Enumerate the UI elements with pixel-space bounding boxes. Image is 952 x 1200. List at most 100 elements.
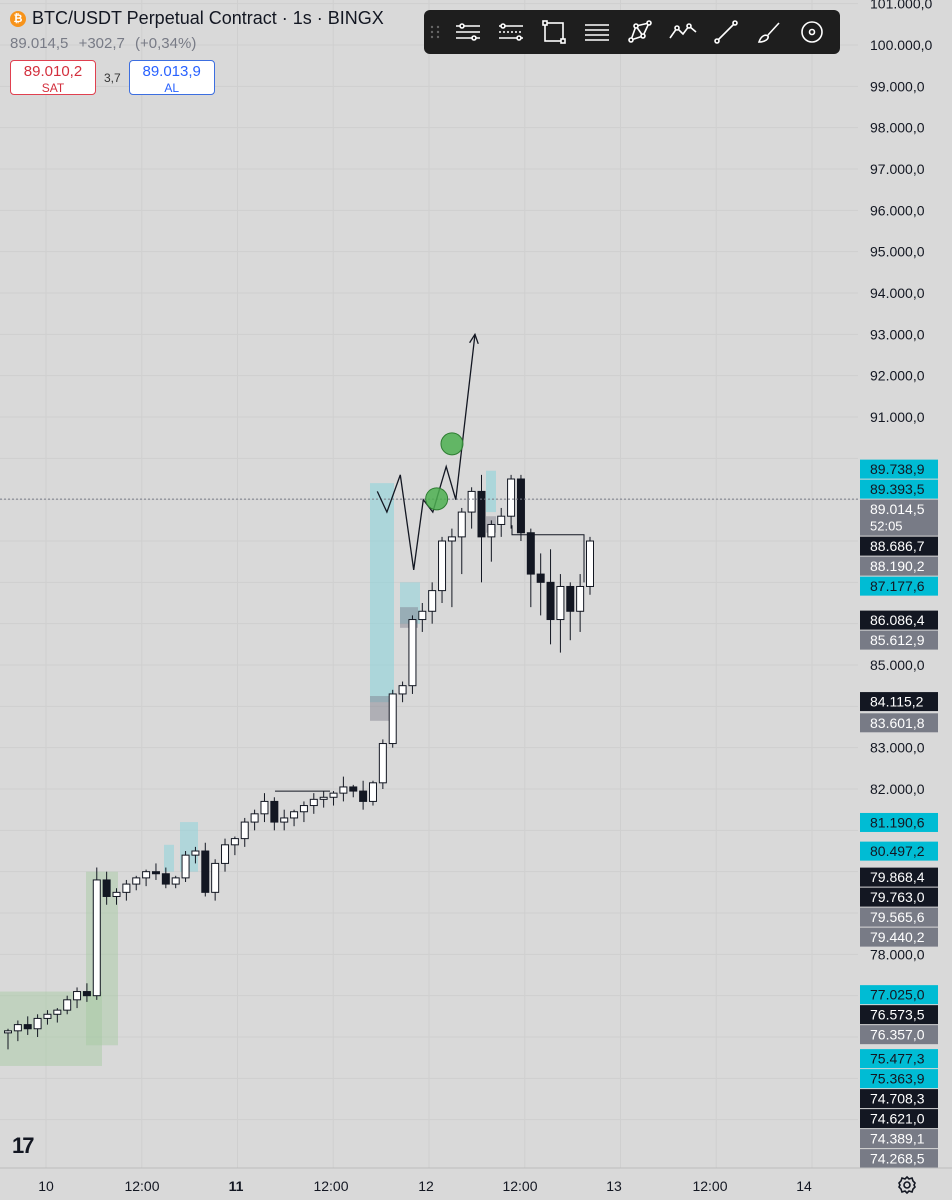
price-tick: 95.000,0: [870, 244, 925, 260]
candles: [4, 474, 594, 1050]
time-axis: 10 12:00 11 12:00 12 12:00 13 12:00 14: [0, 1167, 952, 1200]
time-tick: 12:00: [124, 1178, 159, 1194]
candle-body: [477, 490, 486, 538]
price-label-text: 75.477,3: [870, 1051, 925, 1067]
price-label: 89.393,5: [860, 479, 938, 499]
candle: [418, 603, 427, 632]
fvg-zone: [400, 582, 420, 624]
price-label: 79.763,0: [860, 887, 938, 907]
price-tick: 96.000,0: [870, 202, 925, 218]
symbol-title[interactable]: BTC/USDT Perpetual Contract · 1s · BINGX: [32, 8, 384, 28]
candle: [576, 574, 585, 632]
price-tick: 97.000,0: [870, 161, 925, 177]
buy-price: 89.013,9: [142, 63, 201, 80]
candle-body: [53, 1009, 62, 1015]
price-axis: 101.000,0 100.000,0 99.000,0 98.000,0 97.000…: [860, 0, 952, 1169]
candle: [23, 1016, 32, 1035]
price-label-bg: [860, 1089, 938, 1109]
candle-body: [526, 532, 535, 575]
candle: [122, 879, 131, 901]
candle-body: [339, 786, 348, 794]
horizontal-lines-icon[interactable]: [446, 10, 489, 54]
drag-handle[interactable]: [424, 10, 446, 54]
candle: [447, 528, 456, 608]
candle: [13, 1020, 22, 1042]
gear-icon[interactable]: [896, 1174, 918, 1196]
price-label-text: 84.115,2: [870, 694, 924, 710]
sell-button[interactable]: 89.010,2 SAT: [10, 60, 96, 95]
candle-body: [467, 490, 476, 513]
candle-body: [92, 879, 101, 997]
price-label-text: 87.177,6: [870, 578, 925, 594]
candle: [428, 582, 437, 624]
drawings: [0, 332, 858, 792]
brush-icon[interactable]: [747, 10, 790, 54]
buy-label: AL: [164, 81, 180, 95]
price-label: 79.868,4: [860, 867, 938, 887]
candle: [250, 809, 259, 831]
candle: [171, 875, 180, 889]
price-label-bg: [860, 576, 938, 596]
candle-body: [368, 782, 377, 802]
price-label: 74.621,0: [860, 1109, 938, 1129]
time-tick: 10: [38, 1178, 54, 1194]
zones: [0, 470, 496, 1066]
eye-icon[interactable]: [790, 10, 833, 54]
candle: [546, 549, 555, 645]
candle: [230, 836, 239, 856]
tradingview-logo[interactable]: 17: [12, 1133, 35, 1158]
candle-body: [73, 991, 82, 1001]
candle-body: [221, 844, 230, 864]
candle-body: [418, 610, 427, 621]
spread: 3,7: [104, 70, 121, 85]
price-tick: 98.000,0: [870, 120, 925, 136]
fvg-zone: [370, 483, 394, 703]
candle: [299, 801, 308, 823]
candle: [112, 888, 121, 905]
price-label-bg: [860, 1109, 938, 1129]
trendline-icon[interactable]: [704, 10, 747, 54]
price-label-bg: [860, 907, 938, 927]
price-label-bg: [860, 556, 938, 576]
price-label-text: 80.497,2: [870, 843, 925, 859]
price-label-bg: [860, 630, 938, 650]
price-label-bg: [860, 1129, 938, 1149]
candle-body: [309, 798, 318, 807]
price-tick: 100.000,0: [870, 37, 932, 53]
dotted-lines-icon[interactable]: [489, 10, 532, 54]
bitcoin-icon: ₿: [10, 10, 26, 27]
time-tick: 11: [229, 1178, 244, 1194]
candle: [102, 871, 111, 905]
price-label: 80.497,2: [860, 841, 938, 861]
candle: [368, 780, 377, 806]
candle-body: [4, 1030, 12, 1034]
rectangle-icon[interactable]: [532, 10, 575, 54]
candle-body: [556, 585, 565, 621]
candle: [556, 574, 565, 653]
price-label-bg: [860, 927, 938, 947]
candle-body: [507, 478, 516, 517]
price-label-bg: [860, 887, 938, 907]
price-label: 84.115,2: [860, 692, 938, 712]
candle: [319, 791, 328, 808]
candle-body: [161, 873, 170, 885]
candle: [438, 536, 447, 604]
pattern-icon[interactable]: [618, 10, 661, 54]
candle: [339, 776, 348, 802]
price-label-text: 79.868,4: [870, 869, 925, 885]
buy-button[interactable]: 89.013,9 AL: [128, 60, 215, 95]
candle-body: [240, 821, 249, 840]
candle: [191, 846, 200, 864]
candle-body: [280, 817, 289, 823]
price-label-text: 79.440,2: [870, 929, 925, 945]
price-label-bg: [860, 1025, 938, 1045]
price-label: 74.708,3: [860, 1089, 938, 1109]
drawing-toolbar: [424, 10, 840, 54]
candle-body: [438, 540, 447, 592]
price-tick: 101.000,0: [870, 0, 932, 12]
zigzag-icon[interactable]: [661, 10, 704, 54]
price-label: 88.190,2: [860, 556, 938, 576]
lines-icon[interactable]: [575, 10, 618, 54]
candle: [221, 838, 230, 872]
